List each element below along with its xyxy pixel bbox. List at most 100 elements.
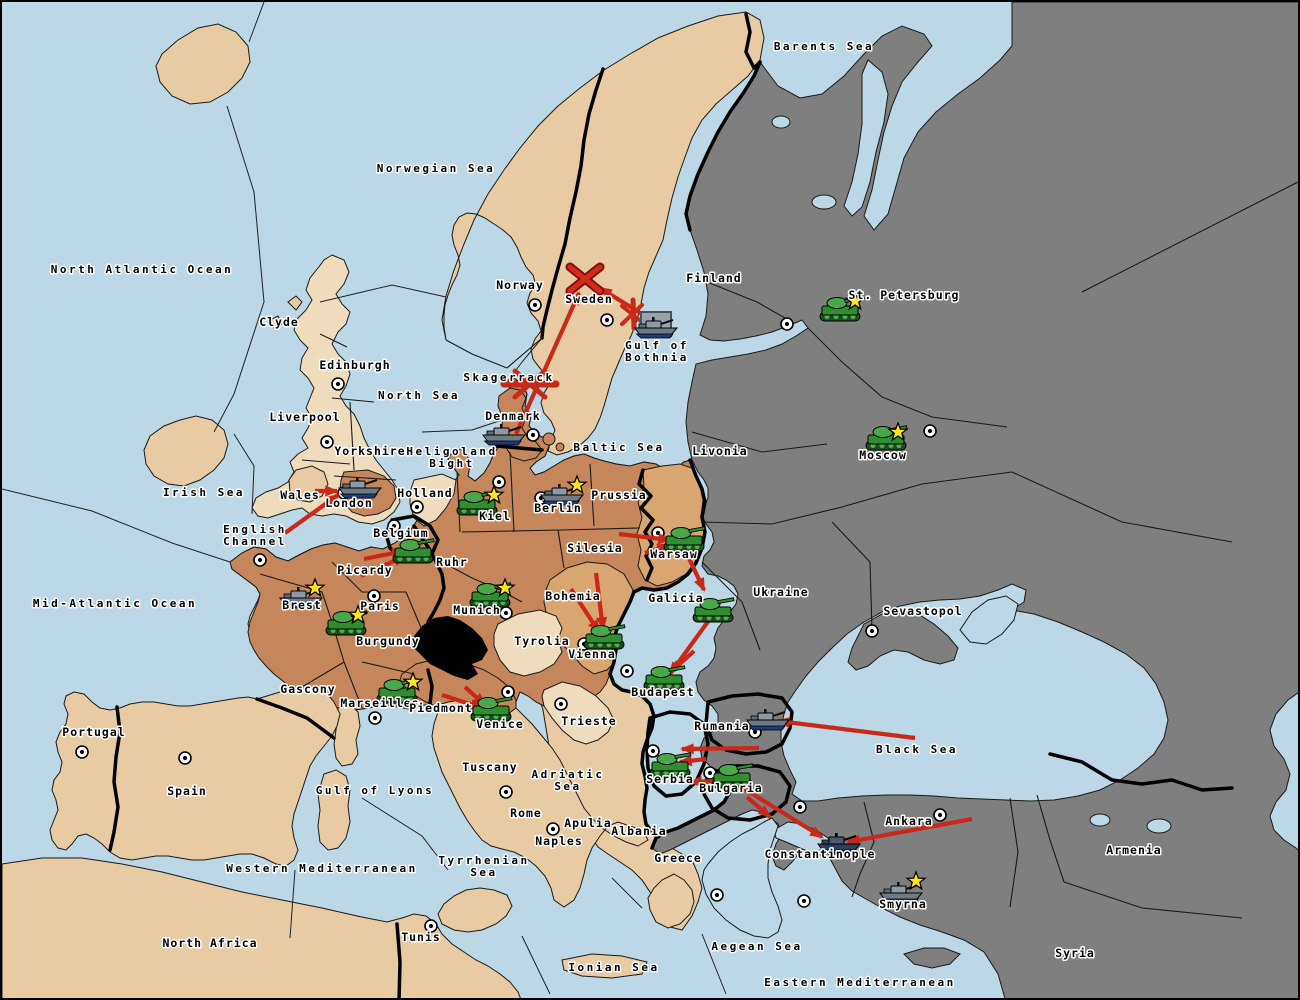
move-arrow-silesia-to-warsaw: [618, 531, 673, 545]
supply-center-dot: [75, 745, 89, 759]
cut-mark-gulf-of-bothnia: [620, 297, 645, 331]
label-livonia: Livonia: [692, 444, 747, 458]
label-trieste: Trieste: [561, 714, 616, 728]
label-finland: Finland: [686, 271, 741, 285]
territory-greece-peloponnese[interactable]: [647, 873, 695, 929]
territory-crete[interactable]: [561, 953, 648, 979]
armenia-lake-1: [1089, 813, 1111, 827]
label-burgundy: Burgundy: [356, 634, 419, 648]
label-belgium: Belgium: [373, 526, 428, 540]
territory-switzerland-impassable: [412, 616, 488, 680]
standoff-bar-mark-skagerrack: [500, 368, 560, 400]
supply-center-dot: [499, 606, 513, 620]
label-liverpool: Liverpool: [269, 410, 340, 424]
label-baltic-sea: Baltic Sea: [573, 441, 664, 454]
supply-center-dot: [646, 744, 660, 758]
territory-scandinavia[interactable]: [441, 11, 765, 456]
supply-center-dot: [253, 553, 267, 567]
label-wales: Wales: [280, 488, 320, 502]
move-arrow-english-channel-to-london: [283, 493, 340, 535]
russia-lake-2: [811, 194, 837, 210]
label-brest: Brest: [282, 598, 322, 612]
label-english-channel: English Channel: [223, 523, 287, 548]
label-black-sea: Black Sea: [876, 743, 958, 756]
territory-sicily[interactable]: [437, 887, 513, 933]
white-sea: [843, 59, 889, 217]
supply-center-dot: [492, 475, 506, 489]
territory-north-africa[interactable]: [2, 857, 522, 1000]
label-norway: Norway: [496, 278, 544, 292]
label-irish-sea: Irish Sea: [163, 486, 245, 499]
sea-boundary-lines: [2, 2, 727, 995]
label-munich: Munich: [453, 603, 501, 617]
territory-denmark-island-1[interactable]: [542, 432, 556, 446]
territory-holland[interactable]: [409, 473, 457, 527]
supply-center-dot: [546, 822, 560, 836]
supply-center-dot: [923, 424, 937, 438]
label-tunis: Tunis: [401, 930, 441, 944]
label-constantinople: Constantinople: [765, 847, 876, 861]
supply-center-dot: [501, 685, 515, 699]
label-armenia: Armenia: [1106, 843, 1161, 857]
sea-of-azov: [959, 595, 1019, 645]
territory-great-britain[interactable]: [251, 254, 401, 525]
label-gulf-of-bothnia: Gulf of Bothnia: [625, 339, 689, 364]
label-kiel: Kiel: [479, 509, 511, 523]
label-clyde: Clyde: [259, 315, 299, 329]
label-gulf-of-lyons: Gulf of Lyons: [316, 784, 435, 797]
territory-tyrolia[interactable]: [493, 609, 563, 677]
label-portugal: Portugal: [62, 725, 125, 739]
label-marseilles: Marseilles: [340, 696, 419, 710]
supply-center-dot: [424, 919, 438, 933]
supply-center-dot: [320, 435, 334, 449]
aegean-sea-water: [701, 817, 783, 939]
label-rome: Rome: [510, 806, 542, 820]
territory-ireland[interactable]: [143, 415, 229, 487]
move-arrow-bulgaria-to-constantinople: [741, 786, 824, 839]
territory-sardinia[interactable]: [317, 769, 351, 851]
label-picardy: Picardy: [337, 563, 392, 577]
label-venice: Venice: [476, 717, 524, 731]
label-western-mediterranean: Western Mediterranean: [226, 862, 418, 875]
territory-cyprus[interactable]: [903, 947, 961, 969]
label-rumania: Rumania: [694, 719, 749, 733]
label-north-sea: North Sea: [378, 389, 460, 402]
label-mid-atlantic-ocean: Mid-Atlantic Ocean: [33, 597, 197, 610]
supply-center-dot: [368, 711, 382, 725]
territory-scottish-isles: [269, 295, 303, 329]
move-arrow-bohemia-to-vienna: [569, 587, 601, 634]
label-yorkshire: Yorkshire: [334, 444, 405, 458]
territory-iberia[interactable]: [49, 687, 341, 867]
supply-center-dot: [387, 519, 401, 533]
supply-center-dot: [797, 894, 811, 908]
label-denmark: Denmark: [485, 409, 540, 423]
label-london: London: [325, 496, 373, 510]
territory-italy[interactable]: [431, 683, 649, 908]
label-north-atlantic-ocean: North Atlantic Ocean: [51, 263, 233, 276]
label-holland: Holland: [397, 486, 452, 500]
label-sweden: Sweden: [565, 292, 613, 306]
label-smyrna: Smyrna: [879, 897, 927, 911]
label-st-petersburg: St. Petersburg: [849, 288, 960, 302]
label-apulia: Apulia: [564, 816, 612, 830]
russia-lake-1: [771, 115, 791, 129]
move-arrow-warsaw-to-galicia: [683, 549, 706, 592]
label-serbia: Serbia: [646, 772, 694, 786]
territory-iceland[interactable]: [155, 23, 251, 105]
territory-crimea[interactable]: [847, 609, 959, 671]
supply-center-dot: [554, 697, 568, 711]
move-arrow-denmark-to-sweden: [514, 291, 581, 435]
territory-denmark-island-2[interactable]: [555, 442, 565, 452]
supply-center-dot: [780, 317, 794, 331]
armenia-lake-2: [1146, 818, 1172, 834]
label-tyrrhenian-sea: Tyrrhenian Sea: [438, 854, 529, 879]
supply-center-dot: [526, 428, 540, 442]
supply-center-dot: [367, 589, 381, 603]
supply-center-dot: [600, 313, 614, 327]
territory-corsica[interactable]: [333, 703, 361, 767]
label-edinburgh: Edinburgh: [319, 358, 390, 372]
move-arrow-rumania-to-serbia: [679, 743, 760, 755]
label-heligoland-bight: Heligoland Bight: [406, 445, 497, 470]
